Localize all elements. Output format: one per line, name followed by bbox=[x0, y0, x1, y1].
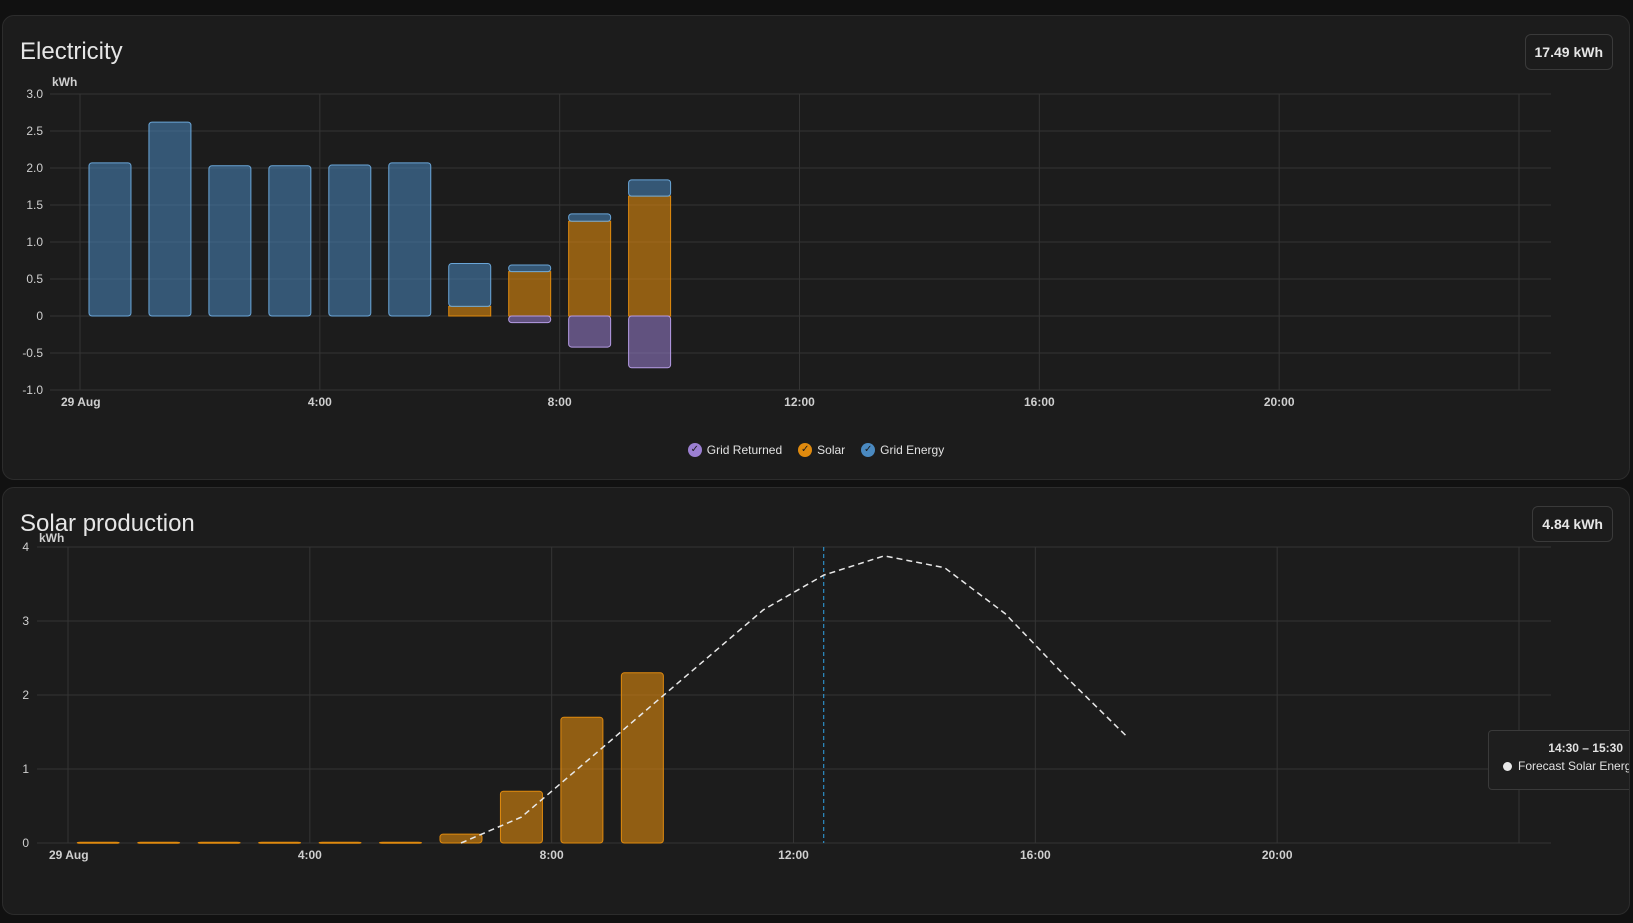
solar-production-card: Solar production 4.84 kWh 4 3 2 1 0 kWh 29 Aug… bbox=[2, 487, 1630, 915]
bar-solar bbox=[568, 220, 612, 317]
tooltip-time: 14:30 – 15:30 bbox=[1548, 741, 1623, 755]
bar-grid-energy bbox=[148, 121, 192, 317]
bar-solar bbox=[508, 271, 552, 317]
electricity-chart[interactable]: 3.0 2.5 2.0 1.5 1.0 0.5 0 -0.5 -1.0 kWh 29 Aug 4:00… bbox=[3, 16, 1630, 436]
bar-grid-energy bbox=[208, 165, 252, 317]
y-tick-label: 1.0 bbox=[26, 235, 43, 249]
x-tick-label: 8:00 bbox=[548, 395, 572, 409]
chart-tooltip: 14:30 – 15:30 Forecast Solar Energy: bbox=[1488, 730, 1630, 790]
y-tick-label: 1.5 bbox=[26, 198, 43, 212]
tooltip-row: Forecast Solar Energy: bbox=[1503, 759, 1630, 773]
bar-grid-returned bbox=[508, 315, 552, 324]
y-tick-label: 0 bbox=[36, 309, 43, 323]
x-tick-label: 4:00 bbox=[298, 848, 322, 862]
x-tick-label: 29 Aug bbox=[49, 848, 89, 862]
bar-grid-returned bbox=[628, 315, 672, 369]
y-tick-label: 1 bbox=[22, 762, 29, 776]
legend-label: Solar bbox=[817, 443, 846, 457]
bar-solar bbox=[448, 305, 492, 317]
x-tick-label: 20:00 bbox=[1264, 395, 1295, 409]
check-icon: ✓ bbox=[687, 443, 702, 457]
legend-item-grid-energy[interactable]: ✓ Grid Energy bbox=[861, 443, 944, 457]
y-tick-label: -1.0 bbox=[22, 383, 43, 397]
bar-solar bbox=[197, 841, 241, 844]
bar-grid-energy bbox=[628, 179, 672, 197]
y-tick-label: 2 bbox=[22, 688, 29, 702]
electricity-title: Electricity bbox=[20, 38, 123, 65]
legend-item-solar[interactable]: ✓ Solar bbox=[798, 443, 845, 457]
bar-grid-energy bbox=[328, 164, 372, 317]
bar-solar bbox=[318, 841, 362, 844]
tooltip-series-label: Forecast Solar Energy: bbox=[1518, 759, 1630, 773]
y-axis-unit-label: kWh bbox=[52, 75, 77, 89]
x-tick-label: 16:00 bbox=[1024, 395, 1055, 409]
series-dot-icon bbox=[1503, 761, 1512, 771]
bar-solar bbox=[137, 841, 181, 844]
legend-label: Grid Energy bbox=[880, 443, 945, 457]
x-tick-label: 12:00 bbox=[784, 395, 815, 409]
solar-chart[interactable]: 4 3 2 1 0 kWh 29 Aug 4:00 8:00 12:00 16:00 20:00 bbox=[3, 488, 1630, 915]
y-tick-label: 3 bbox=[22, 614, 29, 628]
bar-solar bbox=[258, 841, 302, 844]
y-tick-label: 0 bbox=[22, 836, 29, 850]
solar-total-badge: 4.84 kWh bbox=[1532, 506, 1613, 542]
solar-title: Solar production bbox=[20, 510, 195, 537]
bar-solar bbox=[560, 716, 604, 844]
bar-grid-energy bbox=[568, 213, 612, 222]
y-tick-label: 4 bbox=[22, 540, 29, 554]
bar-grid-energy bbox=[268, 165, 312, 317]
bar-solar bbox=[439, 833, 483, 844]
bar-solar bbox=[628, 195, 672, 317]
bar-grid-energy bbox=[448, 262, 492, 307]
y-tick-label: 2.0 bbox=[26, 161, 43, 175]
legend-item-grid-returned[interactable]: ✓ Grid Returned bbox=[687, 443, 783, 457]
bar-solar bbox=[620, 672, 664, 844]
y-axis-unit-label: kWh bbox=[39, 531, 64, 545]
y-tick-label: 3.0 bbox=[26, 87, 43, 101]
x-tick-label: 12:00 bbox=[778, 848, 809, 862]
bar-grid-energy bbox=[388, 162, 432, 317]
electricity-legend: ✓ Grid Returned ✓ Solar ✓ Grid Energy bbox=[3, 443, 1629, 457]
electricity-total-badge: 17.49 kWh bbox=[1524, 34, 1613, 70]
bar-solar bbox=[379, 841, 423, 844]
check-icon: ✓ bbox=[861, 443, 876, 457]
check-icon: ✓ bbox=[798, 443, 813, 457]
y-tick-label: 0.5 bbox=[26, 272, 43, 286]
x-tick-label: 4:00 bbox=[308, 395, 332, 409]
bar-grid-energy bbox=[88, 162, 132, 317]
forecast-line bbox=[460, 555, 1127, 844]
electricity-card: Electricity 17.49 kWh 3.0 2.5 2.0 1.5 1.0 0.5… bbox=[2, 15, 1630, 480]
y-tick-label: -0.5 bbox=[22, 346, 43, 360]
bar-grid-energy bbox=[508, 264, 552, 273]
y-tick-label: 2.5 bbox=[26, 124, 43, 138]
legend-label: Grid Returned bbox=[706, 443, 783, 457]
bar-grid-returned bbox=[568, 315, 612, 348]
x-tick-label: 29 Aug bbox=[61, 395, 101, 409]
x-tick-label: 20:00 bbox=[1262, 848, 1293, 862]
x-tick-label: 8:00 bbox=[540, 848, 564, 862]
x-tick-label: 16:00 bbox=[1020, 848, 1051, 862]
bar-solar bbox=[76, 841, 120, 844]
